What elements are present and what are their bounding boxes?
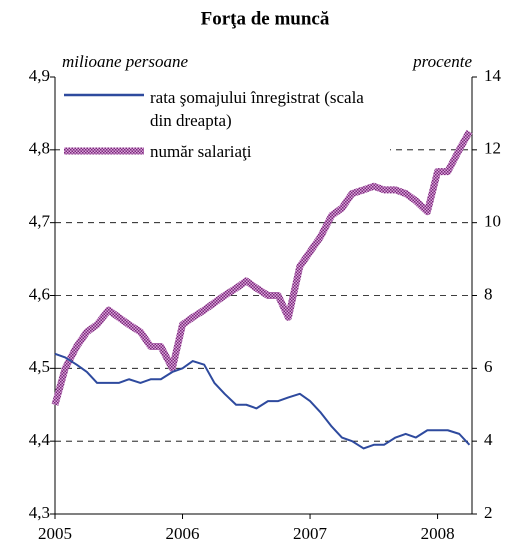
y-tick-label: 4,6: [29, 284, 50, 303]
chart-title: Forţa de muncă: [201, 8, 330, 29]
y-tick-label: 4,8: [29, 139, 50, 158]
y2-tick-label: 10: [484, 212, 501, 231]
legend-swatch: [64, 147, 144, 155]
x-tick-label: 2005: [38, 524, 72, 543]
legend-label: număr salariaţi: [150, 142, 252, 161]
x-tick-label: 2007: [293, 524, 328, 543]
legend: rata şomajului înregistrat (scala din dr…: [60, 88, 390, 166]
y-tick-label: 4,3: [29, 503, 50, 522]
x-tick-label: 2006: [166, 524, 200, 543]
y2-tick-label: 12: [484, 139, 501, 158]
y-tick-label: 4,7: [29, 212, 51, 231]
y2-tick-label: 2: [484, 503, 493, 522]
y2-tick-label: 4: [484, 430, 493, 449]
y-tick-label: 4,9: [29, 66, 50, 85]
series-line: [51, 129, 473, 406]
y2-tick-label: 8: [484, 284, 493, 303]
legend-swatch: [64, 93, 144, 97]
legend-label: rata şomajului înregistrat (scala din dr…: [150, 88, 364, 130]
series-line: [54, 352, 471, 450]
y2-tick-label: 6: [484, 357, 493, 376]
y2-tick-label: 14: [484, 66, 502, 85]
y-tick-label: 4,4: [29, 430, 51, 449]
y2-axis-label: procente: [412, 52, 472, 71]
x-tick-label: 2008: [421, 524, 455, 543]
y-tick-label: 4,5: [29, 357, 50, 376]
y-axis-label: milioane persoane: [62, 52, 189, 71]
